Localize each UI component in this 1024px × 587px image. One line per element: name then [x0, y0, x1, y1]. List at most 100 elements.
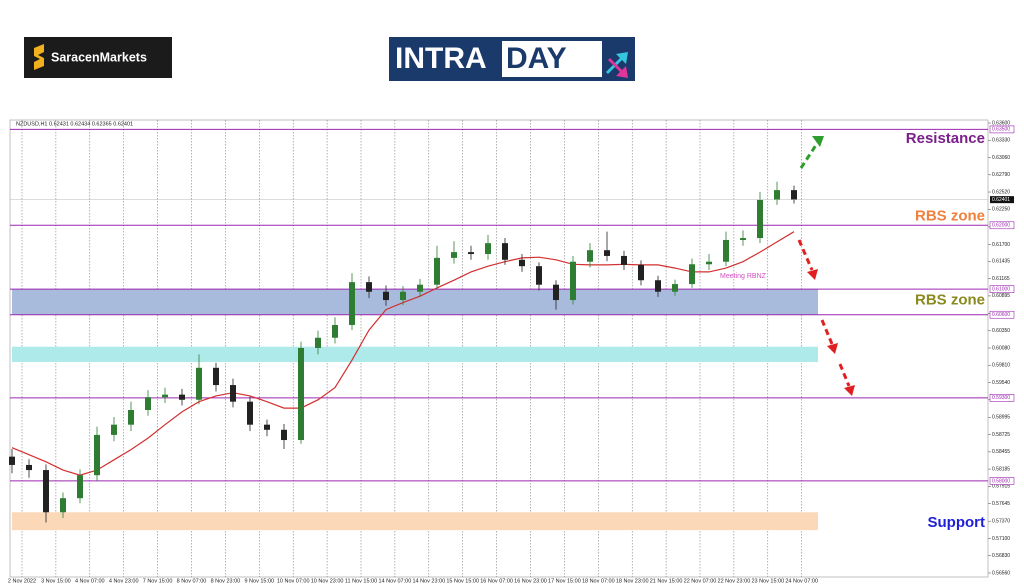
x-tick-label: 14 Nov 07:00	[379, 578, 412, 584]
up-arrow	[799, 141, 820, 169]
broker-logo: SaracenMarkets	[24, 37, 172, 78]
candle-body	[26, 464, 32, 471]
candle-body	[162, 394, 168, 398]
candle-body	[94, 434, 100, 476]
level-label: 0.63500	[992, 127, 1010, 133]
y-tick-label: 0.56560	[992, 570, 1010, 576]
chart: NZDUSD,H1 0.62431 0.62434 0.62365 0.6240…	[8, 120, 1015, 584]
x-tick-label: 16 Nov 23:00	[514, 578, 547, 584]
candle-body	[400, 291, 406, 301]
candle-body	[247, 401, 253, 425]
level-label: 0.62000	[992, 223, 1010, 229]
candle-body	[519, 259, 525, 267]
candle-body	[468, 252, 474, 255]
candle-body	[332, 324, 338, 338]
level-label-box	[989, 310, 1015, 319]
candle-body	[9, 456, 15, 465]
level-label-box	[989, 125, 1015, 134]
candle-body	[740, 238, 746, 240]
x-tick-label: 22 Nov 23:00	[718, 578, 751, 584]
candle-body	[774, 190, 780, 200]
candle-body	[451, 252, 457, 258]
x-tick-label: 14 Nov 23:00	[412, 578, 445, 584]
x-tick-label: 15 Nov 15:00	[446, 578, 479, 584]
x-tick-label: 2 Nov 2022	[8, 578, 36, 584]
y-tick-label: 0.63060	[992, 155, 1010, 161]
x-tick-label: 10 Nov 07:00	[277, 578, 310, 584]
y-tick-label: 0.63600	[992, 120, 1010, 126]
candle-body	[281, 429, 287, 441]
y-tick-label: 0.61435	[992, 259, 1010, 265]
x-tick-label: 16 Nov 07:00	[480, 578, 513, 584]
annotation: Resistance	[906, 130, 985, 147]
chart-title: NZDUSD,H1 0.62431 0.62434 0.62365 0.6240…	[16, 121, 133, 127]
current-price-box	[990, 196, 1014, 204]
level-label-box	[989, 285, 1015, 293]
x-tick-label: 17 Nov 15:00	[548, 578, 581, 584]
level-label: 0.60600	[992, 312, 1010, 318]
brand-arrow-up	[606, 52, 628, 74]
zone	[12, 346, 818, 363]
candle-body	[536, 266, 542, 285]
plot-frame	[9, 119, 989, 578]
level-label: 0.58000	[992, 478, 1010, 484]
down-arrow-head	[827, 343, 838, 354]
annotation: Support	[928, 514, 986, 531]
y-tick-label: 0.57370	[992, 519, 1010, 525]
brand-arrow-down	[608, 58, 628, 78]
up-arrow-head	[812, 136, 824, 147]
x-tick-label: 8 Nov 07:00	[177, 578, 207, 584]
candle-body	[723, 239, 729, 262]
x-tick-label: 18 Nov 23:00	[616, 578, 649, 584]
candle-body	[77, 475, 83, 499]
x-tick-label: 21 Nov 15:00	[650, 578, 683, 584]
y-tick-label: 0.62520	[992, 189, 1010, 195]
candle-body	[672, 284, 678, 292]
zone	[12, 512, 818, 531]
y-tick-label: 0.58455	[992, 449, 1010, 455]
x-tick-label: 11 Nov 15:00	[345, 578, 377, 584]
down-arrow	[838, 363, 851, 387]
candle-body	[179, 394, 185, 400]
level-label: 0.59300	[992, 395, 1010, 401]
level-label-box	[989, 221, 1015, 230]
y-tick-label: 0.59540	[992, 380, 1010, 386]
level-label-box	[989, 477, 1015, 485]
candle-body	[485, 243, 491, 255]
y-tick-label: 0.60080	[992, 345, 1010, 351]
candle-body	[213, 367, 219, 386]
x-tick-label: 4 Nov 23:00	[109, 578, 139, 584]
candle-body	[230, 385, 236, 402]
candle-body	[434, 257, 440, 285]
y-tick-label: 0.57100	[992, 536, 1010, 542]
candle-body	[264, 424, 270, 430]
x-tick-label: 10 Nov 23:00	[311, 578, 344, 584]
brand-logo: INTRA DAY	[389, 37, 635, 81]
x-tick-label: 22 Nov 07:00	[684, 578, 717, 584]
x-tick-label: 7 Nov 15:00	[143, 578, 173, 584]
x-tick-label: 4 Nov 07:00	[75, 578, 105, 584]
candle-body	[145, 397, 151, 410]
y-tick-label: 0.61165	[992, 276, 1010, 282]
broker-logo-icon	[34, 44, 44, 70]
y-tick-label: 0.56830	[992, 553, 1010, 559]
candle-body	[570, 261, 576, 301]
candle-body	[349, 282, 355, 325]
candle-body	[638, 264, 644, 281]
candle-body	[553, 284, 559, 301]
candle-body	[383, 291, 389, 301]
y-tick-label: 0.58995	[992, 415, 1010, 421]
annotation: RBS zone	[915, 292, 985, 309]
y-tick-label: 0.60895	[992, 293, 1010, 299]
candle-body	[417, 284, 423, 292]
x-tick-label: 9 Nov 15:00	[244, 578, 274, 584]
candle-body	[60, 498, 66, 513]
candle-body	[43, 470, 49, 513]
candle-body	[111, 424, 117, 435]
level-label: 0.61000	[992, 287, 1010, 293]
y-tick-label: 0.58725	[992, 432, 1010, 438]
y-tick-label: 0.59810	[992, 363, 1010, 369]
current-price-label: 0.62401	[992, 197, 1010, 203]
candle-body	[757, 199, 763, 239]
